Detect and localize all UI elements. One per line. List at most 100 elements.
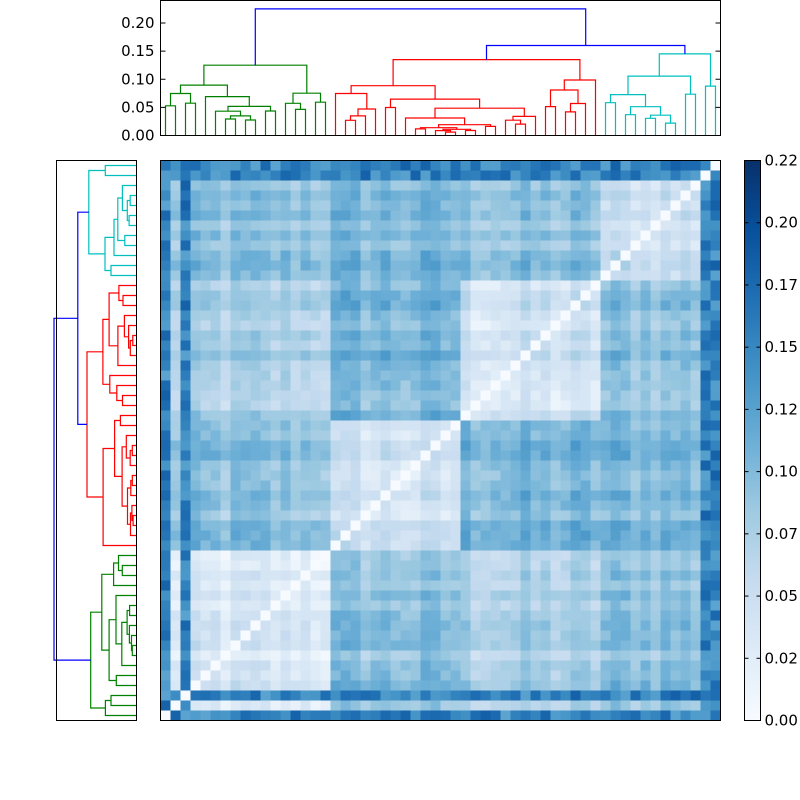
heatmap-cell	[540, 480, 551, 491]
heatmap-cell	[380, 250, 391, 261]
heatmap-cell	[550, 330, 561, 341]
heatmap-cell	[390, 640, 401, 651]
heatmap-cell	[260, 300, 271, 311]
heatmap-cell	[450, 460, 461, 471]
heatmap-cell	[220, 220, 231, 231]
heatmap-cell	[220, 200, 231, 211]
heatmap-cell	[390, 340, 401, 351]
heatmap-cell	[640, 300, 651, 311]
heatmap-cell	[300, 710, 311, 721]
heatmap-cell	[210, 590, 221, 601]
heatmap-cell	[560, 280, 571, 291]
heatmap-cell	[650, 270, 661, 281]
heatmap-cell	[610, 270, 621, 281]
heatmap-cell	[410, 180, 421, 191]
heatmap-cell	[650, 350, 661, 361]
heatmap-cell	[520, 310, 531, 321]
heatmap-cell	[390, 510, 401, 521]
heatmap-cell	[560, 440, 571, 451]
heatmap-cell	[630, 180, 641, 191]
heatmap-cell	[440, 320, 451, 331]
heatmap-cell	[230, 490, 241, 501]
heatmap-cell	[470, 490, 481, 501]
heatmap-cell	[570, 490, 581, 501]
heatmap-cell	[500, 380, 511, 391]
heatmap-cell	[290, 630, 301, 641]
heatmap-cell	[530, 560, 541, 571]
heatmap-cell	[530, 280, 541, 291]
heatmap-cell	[640, 690, 651, 701]
heatmap-cell	[170, 640, 181, 651]
heatmap-cell	[490, 490, 501, 501]
heatmap-cell	[300, 560, 311, 571]
heatmap-cell	[230, 420, 241, 431]
heatmap-cell	[670, 680, 681, 691]
heatmap-cell	[590, 700, 601, 711]
heatmap-cell	[450, 430, 461, 441]
heatmap-cell	[570, 190, 581, 201]
heatmap-cell	[220, 580, 231, 591]
heatmap-cell	[640, 500, 651, 511]
heatmap-cell	[350, 610, 361, 621]
heatmap-cell	[350, 510, 361, 521]
heatmap-cell	[390, 280, 401, 291]
heatmap-cell	[390, 380, 401, 391]
heatmap-cell	[570, 530, 581, 541]
heatmap-cell	[310, 560, 321, 571]
heatmap-cell	[430, 250, 441, 261]
heatmap-cell	[650, 670, 661, 681]
heatmap-cell	[250, 420, 261, 431]
heatmap-cell	[680, 610, 691, 621]
heatmap-cell	[540, 280, 551, 291]
heatmap-cell	[700, 570, 711, 581]
heatmap-cell	[450, 400, 461, 411]
heatmap-cell	[490, 460, 501, 471]
heatmap-cell	[670, 340, 681, 351]
heatmap-cell	[400, 480, 411, 491]
heatmap-cell	[600, 480, 611, 491]
heatmap-cell	[440, 460, 451, 471]
heatmap-cell	[350, 330, 361, 341]
heatmap-cell	[380, 570, 391, 581]
heatmap-cell	[480, 420, 491, 431]
heatmap-cell	[190, 570, 201, 581]
heatmap-cell	[550, 690, 561, 701]
heatmap-cell	[330, 270, 341, 281]
heatmap-cell	[250, 670, 261, 681]
heatmap-cell	[400, 190, 411, 201]
heatmap-cell	[230, 270, 241, 281]
heatmap-cell	[460, 380, 471, 391]
heatmap-cell	[710, 430, 721, 441]
heatmap-cell	[260, 320, 271, 331]
heatmap-cell	[700, 670, 711, 681]
heatmap-cell	[340, 290, 351, 301]
heatmap-cell	[400, 300, 411, 311]
heatmap-cell	[260, 490, 271, 501]
heatmap-cell	[430, 350, 441, 361]
heatmap-cell	[600, 400, 611, 411]
heatmap-cell	[550, 260, 561, 271]
heatmap-cell	[640, 430, 651, 441]
heatmap-cell	[330, 180, 341, 191]
heatmap-cell	[600, 190, 611, 201]
heatmap-cell	[650, 630, 661, 641]
heatmap-cell	[250, 170, 261, 181]
heatmap-cell	[260, 270, 271, 281]
heatmap-cell	[330, 340, 341, 351]
heatmap-cell	[600, 160, 611, 171]
heatmap-cell	[610, 390, 621, 401]
heatmap-cell	[460, 390, 471, 401]
heatmap-cell	[380, 190, 391, 201]
heatmap-cell	[500, 580, 511, 591]
heatmap-cell	[640, 350, 651, 361]
heatmap-cell	[290, 620, 301, 631]
heatmap-cell	[280, 190, 291, 201]
heatmap-cell	[620, 570, 631, 581]
heatmap-cell	[390, 320, 401, 331]
dendrogram-link	[684, 93, 697, 136]
dendrogram-link	[485, 44, 686, 60]
heatmap-cell	[210, 580, 221, 591]
heatmap-cell	[560, 450, 571, 461]
heatmap-cell	[270, 320, 281, 331]
heatmap-cell	[450, 500, 461, 511]
